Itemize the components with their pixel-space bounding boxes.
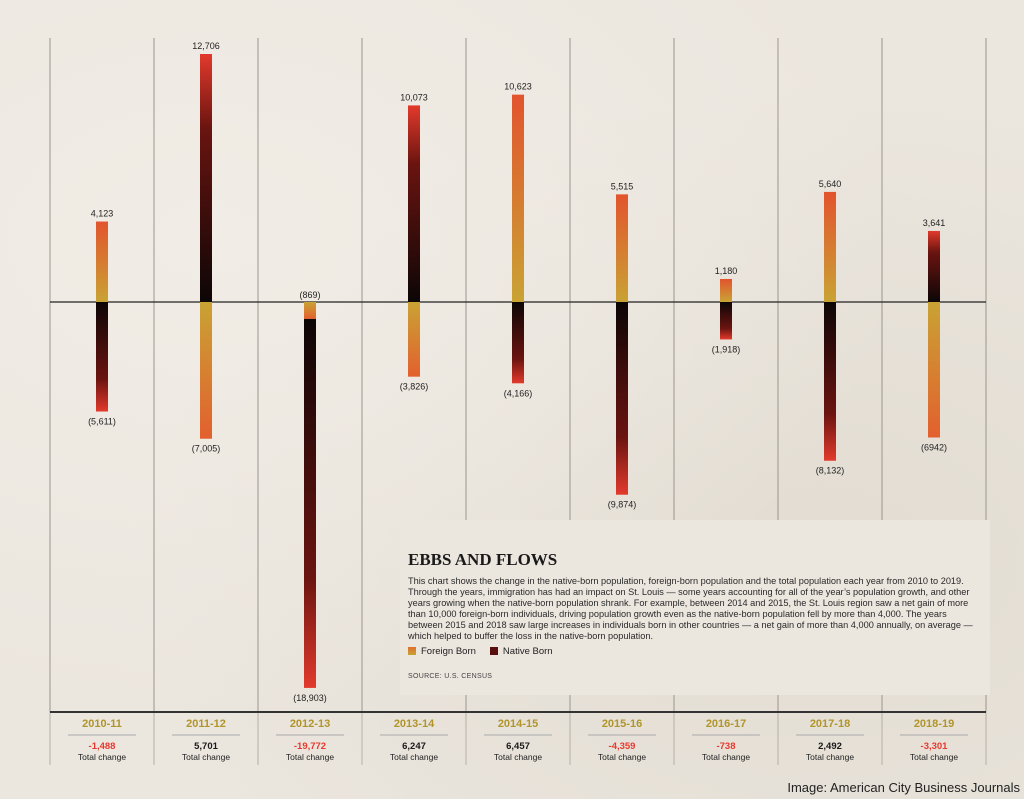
foreign-born-bar xyxy=(928,302,940,438)
year-label: 2017-18 xyxy=(810,718,850,730)
year-label: 2014-15 xyxy=(498,718,538,730)
foreign-born-value-label: 4,123 xyxy=(91,209,114,219)
native-born-value-label: (5,611) xyxy=(88,417,116,427)
year-label: 2012-13 xyxy=(290,718,330,730)
year-label: 2018-19 xyxy=(914,718,954,730)
native-born-value-label: (8,132) xyxy=(816,466,845,476)
legend-item-native: Native Born xyxy=(489,646,553,657)
foreign-born-value-label: 1,180 xyxy=(715,266,738,276)
native-born-bar xyxy=(96,302,108,412)
chart-title: EBBS AND FLOWS xyxy=(408,550,558,569)
total-change-value: -1,488 xyxy=(89,741,116,752)
native-born-bar xyxy=(408,105,420,302)
total-change-caption: Total change xyxy=(390,752,438,762)
legend-label: Foreign Born xyxy=(421,646,476,657)
year-label: 2011-12 xyxy=(186,718,226,730)
foreign-born-value-label: (7,005) xyxy=(192,444,221,454)
total-change-value: 5,701 xyxy=(194,741,218,752)
legend-item-foreign: Foreign Born xyxy=(408,646,476,657)
total-change-caption: Total change xyxy=(910,752,958,762)
native-born-bar xyxy=(200,54,212,302)
total-change-value: -3,301 xyxy=(921,741,949,752)
total-change-caption: Total change xyxy=(494,752,542,762)
total-change-value: 6,247 xyxy=(402,741,426,752)
total-change-caption: Total change xyxy=(806,752,854,762)
native-born-value-label: (9,874) xyxy=(608,500,637,510)
total-change-caption: Total change xyxy=(78,752,126,762)
foreign-born-value-label: 5,640 xyxy=(819,179,842,189)
foreign-born-value-label: 5,515 xyxy=(611,181,634,191)
native-born-value-label: 10,073 xyxy=(400,92,428,102)
info-box: EBBS AND FLOWS This chart shows the chan… xyxy=(400,520,990,695)
native-born-value-label: (18,903) xyxy=(293,693,327,703)
total-change-value: -4,359 xyxy=(609,741,636,752)
total-change-value: 2,492 xyxy=(818,741,842,752)
year-label: 2010-11 xyxy=(82,718,122,730)
legend: Foreign Born Native Born xyxy=(408,646,553,657)
foreign-born-value-label: (3,826) xyxy=(400,382,429,392)
foreign-born-value-label: (869) xyxy=(299,290,320,300)
total-change-value: -738 xyxy=(716,741,735,752)
native-born-bar xyxy=(928,230,940,302)
foreign-born-bar xyxy=(824,191,836,302)
foreign-born-bar xyxy=(512,94,524,302)
chart-description: This chart shows the change in the nativ… xyxy=(408,576,973,641)
year-label: 2015-16 xyxy=(602,718,642,730)
total-change-caption: Total change xyxy=(598,752,646,762)
year-label: 2013-14 xyxy=(394,718,435,730)
native-born-bar xyxy=(304,318,316,688)
total-change-value: -19,772 xyxy=(294,741,326,752)
native-born-value-label: (1,918) xyxy=(712,344,741,354)
native-born-value-label: 12,706 xyxy=(192,41,220,51)
foreign-born-value-label: 10,623 xyxy=(504,82,532,92)
foreign-born-bar xyxy=(96,221,108,302)
foreign-born-bar xyxy=(304,302,316,319)
native-born-bar xyxy=(824,302,836,461)
source: SOURCE: U.S. CENSUS xyxy=(408,673,493,680)
total-change-caption: Total change xyxy=(702,752,750,762)
native-born-value-label: (4,166) xyxy=(504,388,533,398)
legend-label: Native Born xyxy=(502,646,553,657)
native-born-bar xyxy=(512,302,524,384)
foreign-born-bar xyxy=(720,278,732,302)
image-credit: Image: American City Business Journals xyxy=(787,780,1020,795)
foreign-born-bar xyxy=(408,302,420,377)
native-born-bar xyxy=(616,302,628,495)
total-change-value: 6,457 xyxy=(506,741,530,752)
total-change-caption: Total change xyxy=(286,752,334,762)
native-born-value-label: 3,641 xyxy=(923,218,946,228)
total-change-caption: Total change xyxy=(182,752,230,762)
foreign-born-bar xyxy=(616,194,628,302)
year-label: 2016-17 xyxy=(706,718,746,730)
foreign-born-bar xyxy=(200,302,212,439)
native-born-bar xyxy=(720,302,732,340)
foreign-born-value-label: (6942) xyxy=(921,442,947,452)
